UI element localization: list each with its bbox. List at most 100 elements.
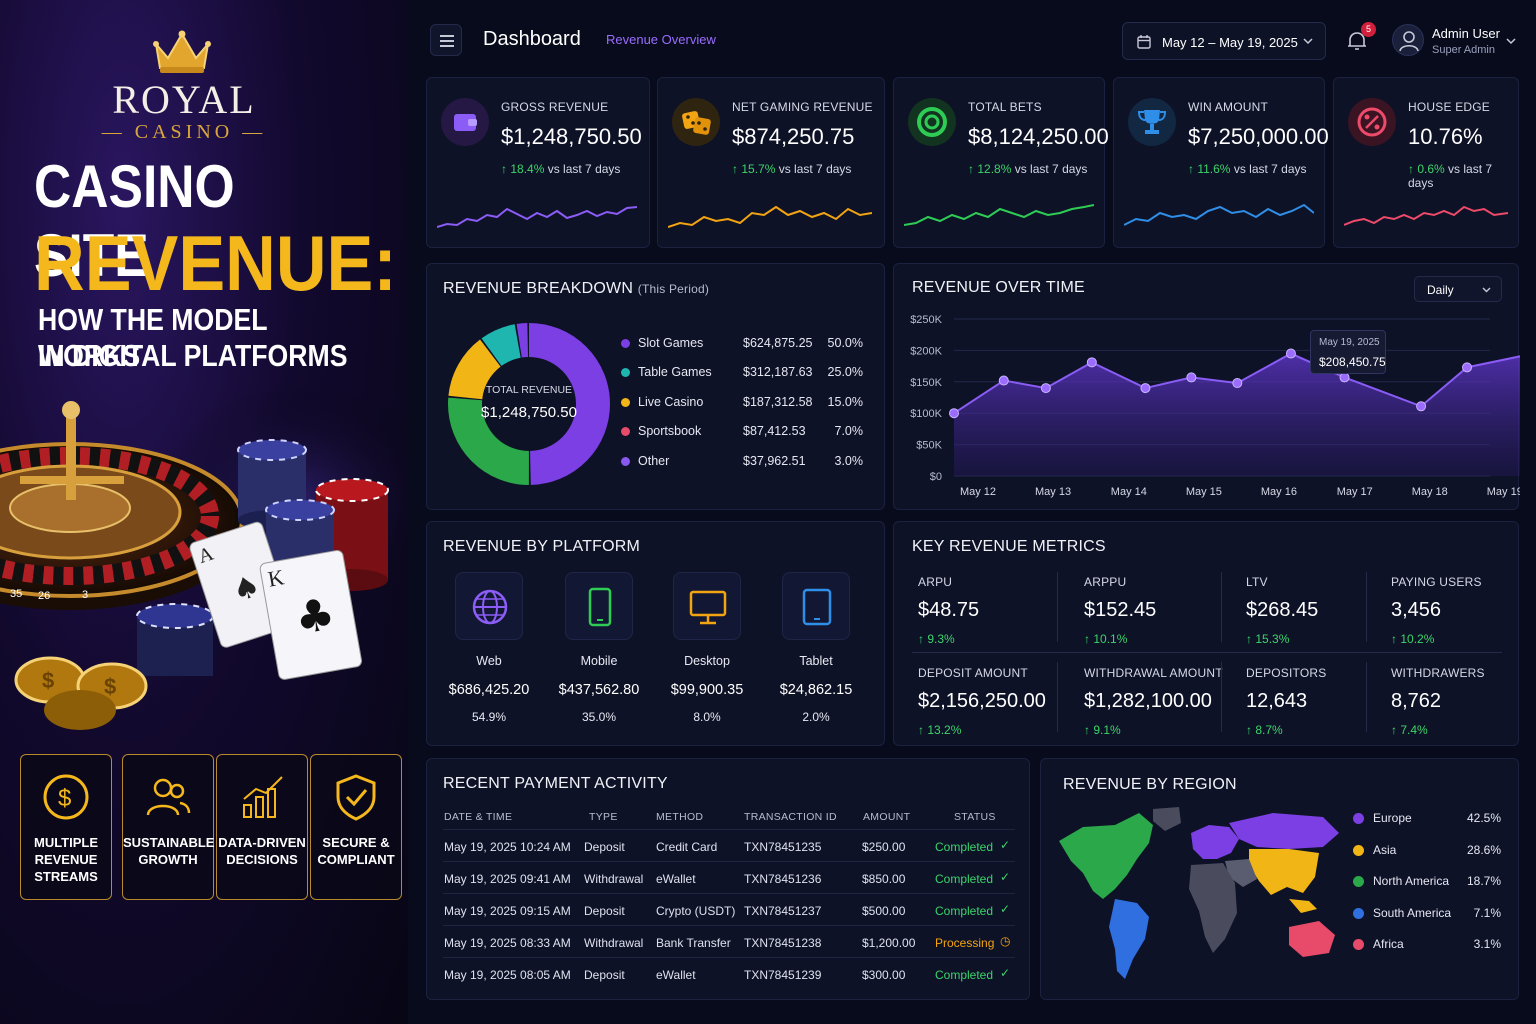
shield-check-icon <box>336 774 376 821</box>
avatar[interactable] <box>1392 24 1424 56</box>
key-metrics-card: KEY REVENUE METRICS ARPU $48.75 ↑ 9.3% ARP… <box>893 521 1519 746</box>
y-tick-label: $200K <box>910 345 942 357</box>
sparkline <box>668 205 872 228</box>
data-point[interactable] <box>1339 372 1350 383</box>
metric-paying-users: PAYING USERS 3,456 ↑ 10.2% <box>1391 575 1482 646</box>
donut-slice <box>448 323 610 485</box>
column-header: METHOD <box>656 811 704 823</box>
x-tick-label: May 18 <box>1412 486 1448 498</box>
calendar-icon <box>1137 35 1151 49</box>
tablet-icon <box>802 588 832 626</box>
user-icon <box>1399 31 1419 52</box>
breakdown-row: Slot Games $624,875.25 50.0% <box>621 334 871 354</box>
platform-mobile: Mobile $437,562.80 35.0% <box>549 572 649 724</box>
feature-multiple-revenue: $ MULTIPLE REVENUE STREAMS <box>20 754 112 900</box>
check-circle-icon: ✓ <box>1000 838 1011 852</box>
users-icon <box>146 778 191 816</box>
dashboard: Dashboard Revenue Overview May 12 – May … <box>408 0 1536 1024</box>
card-title: REVENUE OVER TIME <box>912 279 1085 296</box>
status-badge: Completed <box>935 968 994 982</box>
x-tick-label: May 13 <box>1035 486 1071 498</box>
world-map <box>1059 807 1339 979</box>
revenue-overview-link[interactable]: Revenue Overview <box>606 32 716 47</box>
platform-web: Web $686,425.20 54.9% <box>439 572 539 724</box>
roulette-number: 26 <box>38 590 50 602</box>
donut-chart <box>448 323 610 485</box>
svg-text:$: $ <box>104 674 116 699</box>
brand-subtitle: — CASINO — <box>101 121 267 143</box>
date-range-picker[interactable]: May 12 – May 19, 2025 <box>1122 22 1326 60</box>
card-title: REVENUE BY PLATFORM <box>443 538 641 555</box>
roulette-wheel: 26 3 35 <box>0 401 245 610</box>
menu-button[interactable] <box>430 24 462 56</box>
card-title: REVENUE BREAKDOWN (This Period) <box>443 280 710 297</box>
svg-text:$: $ <box>42 668 54 693</box>
revenue-over-time-card: REVENUE OVER TIME Daily $0 $50K $100K $150K… <box>893 263 1520 510</box>
kpi-net-gaming-revenue: NET GAMING REVENUE $874,250.75 ↑ 15.7% v… <box>657 77 885 248</box>
data-point[interactable] <box>998 375 1009 386</box>
table-row[interactable]: May 19, 2025 09:41 AM Withdrawal eWallet TX… <box>443 861 1015 893</box>
feature-secure-compliant: SECURE & COMPLIANT <box>310 754 402 900</box>
table-row[interactable]: May 19, 2025 09:15 AM Deposit Crypto (USDT… <box>443 893 1015 925</box>
donut-center-value: $1,248,750.50 <box>481 404 577 421</box>
kpi-gross-revenue: GROSS REVENUE $1,248,750.50 ↑ 18.4% vs l… <box>426 77 650 248</box>
kpi-change: ↑ 18.4% vs last 7 days <box>501 162 621 176</box>
breakdown-row: Other $37,962.51 3.0% <box>621 452 871 472</box>
svg-text:♣: ♣ <box>291 588 339 645</box>
x-tick-label: May 16 <box>1261 486 1297 498</box>
data-point[interactable] <box>1186 372 1197 383</box>
table-row[interactable]: May 19, 2025 08:05 AM Deposit eWallet TXN78… <box>443 957 1015 989</box>
bell-icon[interactable] <box>1346 30 1368 52</box>
y-tick-label: $100K <box>910 408 942 420</box>
data-point[interactable] <box>1140 383 1151 394</box>
clock-icon: ◷ <box>1000 934 1011 948</box>
breakdown-row: Table Games $312,187.63 25.0% <box>621 363 871 383</box>
sparkline <box>437 206 637 228</box>
kpi-label: GROSS REVENUE <box>501 100 609 114</box>
kpi-label: NET GAMING REVENUE <box>732 100 873 114</box>
column-header: DATE & TIME <box>444 811 513 823</box>
metric-withdrawal-amount: WITHDRAWAL AMOUNT $1,282,100.00 ↑ 9.1% <box>1084 666 1223 737</box>
divider <box>912 652 1502 653</box>
x-tick-label: May 14 <box>1111 486 1147 498</box>
page-title: Dashboard <box>483 28 581 50</box>
card-title: RECENT PAYMENT ACTIVITY <box>443 775 668 792</box>
table-row[interactable]: May 19, 2025 08:33 AM Withdrawal Bank Tran… <box>443 925 1015 957</box>
data-point[interactable] <box>1416 401 1427 412</box>
region-row: South America 7.1% <box>1353 904 1501 924</box>
data-point[interactable] <box>1086 357 1097 368</box>
card-title: KEY REVENUE METRICS <box>912 538 1106 555</box>
data-point[interactable] <box>1462 362 1473 373</box>
metric-ltv: LTV $268.45 ↑ 15.3% <box>1246 575 1319 646</box>
kpi-value: $874,250.75 <box>732 124 855 149</box>
user-name[interactable]: Admin User <box>1432 26 1500 41</box>
x-tick-label: May 15 <box>1186 486 1222 498</box>
sparkline <box>1344 205 1508 226</box>
data-point[interactable] <box>949 408 959 419</box>
wallet-icon <box>441 98 489 146</box>
data-point[interactable] <box>1232 378 1243 389</box>
breakdown-row: Sportsbook $87,412.53 7.0% <box>621 422 871 442</box>
dollar-coin-icon: $ <box>43 774 89 820</box>
region-row: Asia 28.6% <box>1353 841 1501 861</box>
headline-revenue: REVENUE: <box>34 219 397 307</box>
interval-dropdown[interactable]: Daily <box>1414 276 1502 302</box>
revenue-breakdown-card: REVENUE BREAKDOWN (This Period) TOTAL RE… <box>426 263 885 510</box>
y-tick-label: $150K <box>910 377 942 389</box>
feature-data-driven: DATA-DRIVEN DECISIONS <box>216 754 308 900</box>
region-africa <box>1189 863 1237 953</box>
donut-slice <box>448 323 610 485</box>
region-row: North America 18.7% <box>1353 872 1501 892</box>
y-tick-label: $50K <box>916 440 942 452</box>
promo-panel: ROYAL — CASINO — CASINO SITE REVENUE: HO… <box>0 0 408 1024</box>
globe-icon <box>472 589 508 625</box>
trophy-icon <box>1128 98 1176 146</box>
data-point[interactable] <box>1285 348 1296 359</box>
donut-center-label: TOTAL REVENUE <box>485 384 573 396</box>
column-header: TRANSACTION ID <box>744 811 837 823</box>
chevron-down-icon[interactable] <box>1506 38 1516 45</box>
roulette-number: 3 <box>82 589 88 601</box>
table-row[interactable]: May 19, 2025 10:24 AM Deposit Credit Card T… <box>443 829 1015 861</box>
status-badge: Completed <box>935 840 994 854</box>
data-point[interactable] <box>1040 383 1051 394</box>
